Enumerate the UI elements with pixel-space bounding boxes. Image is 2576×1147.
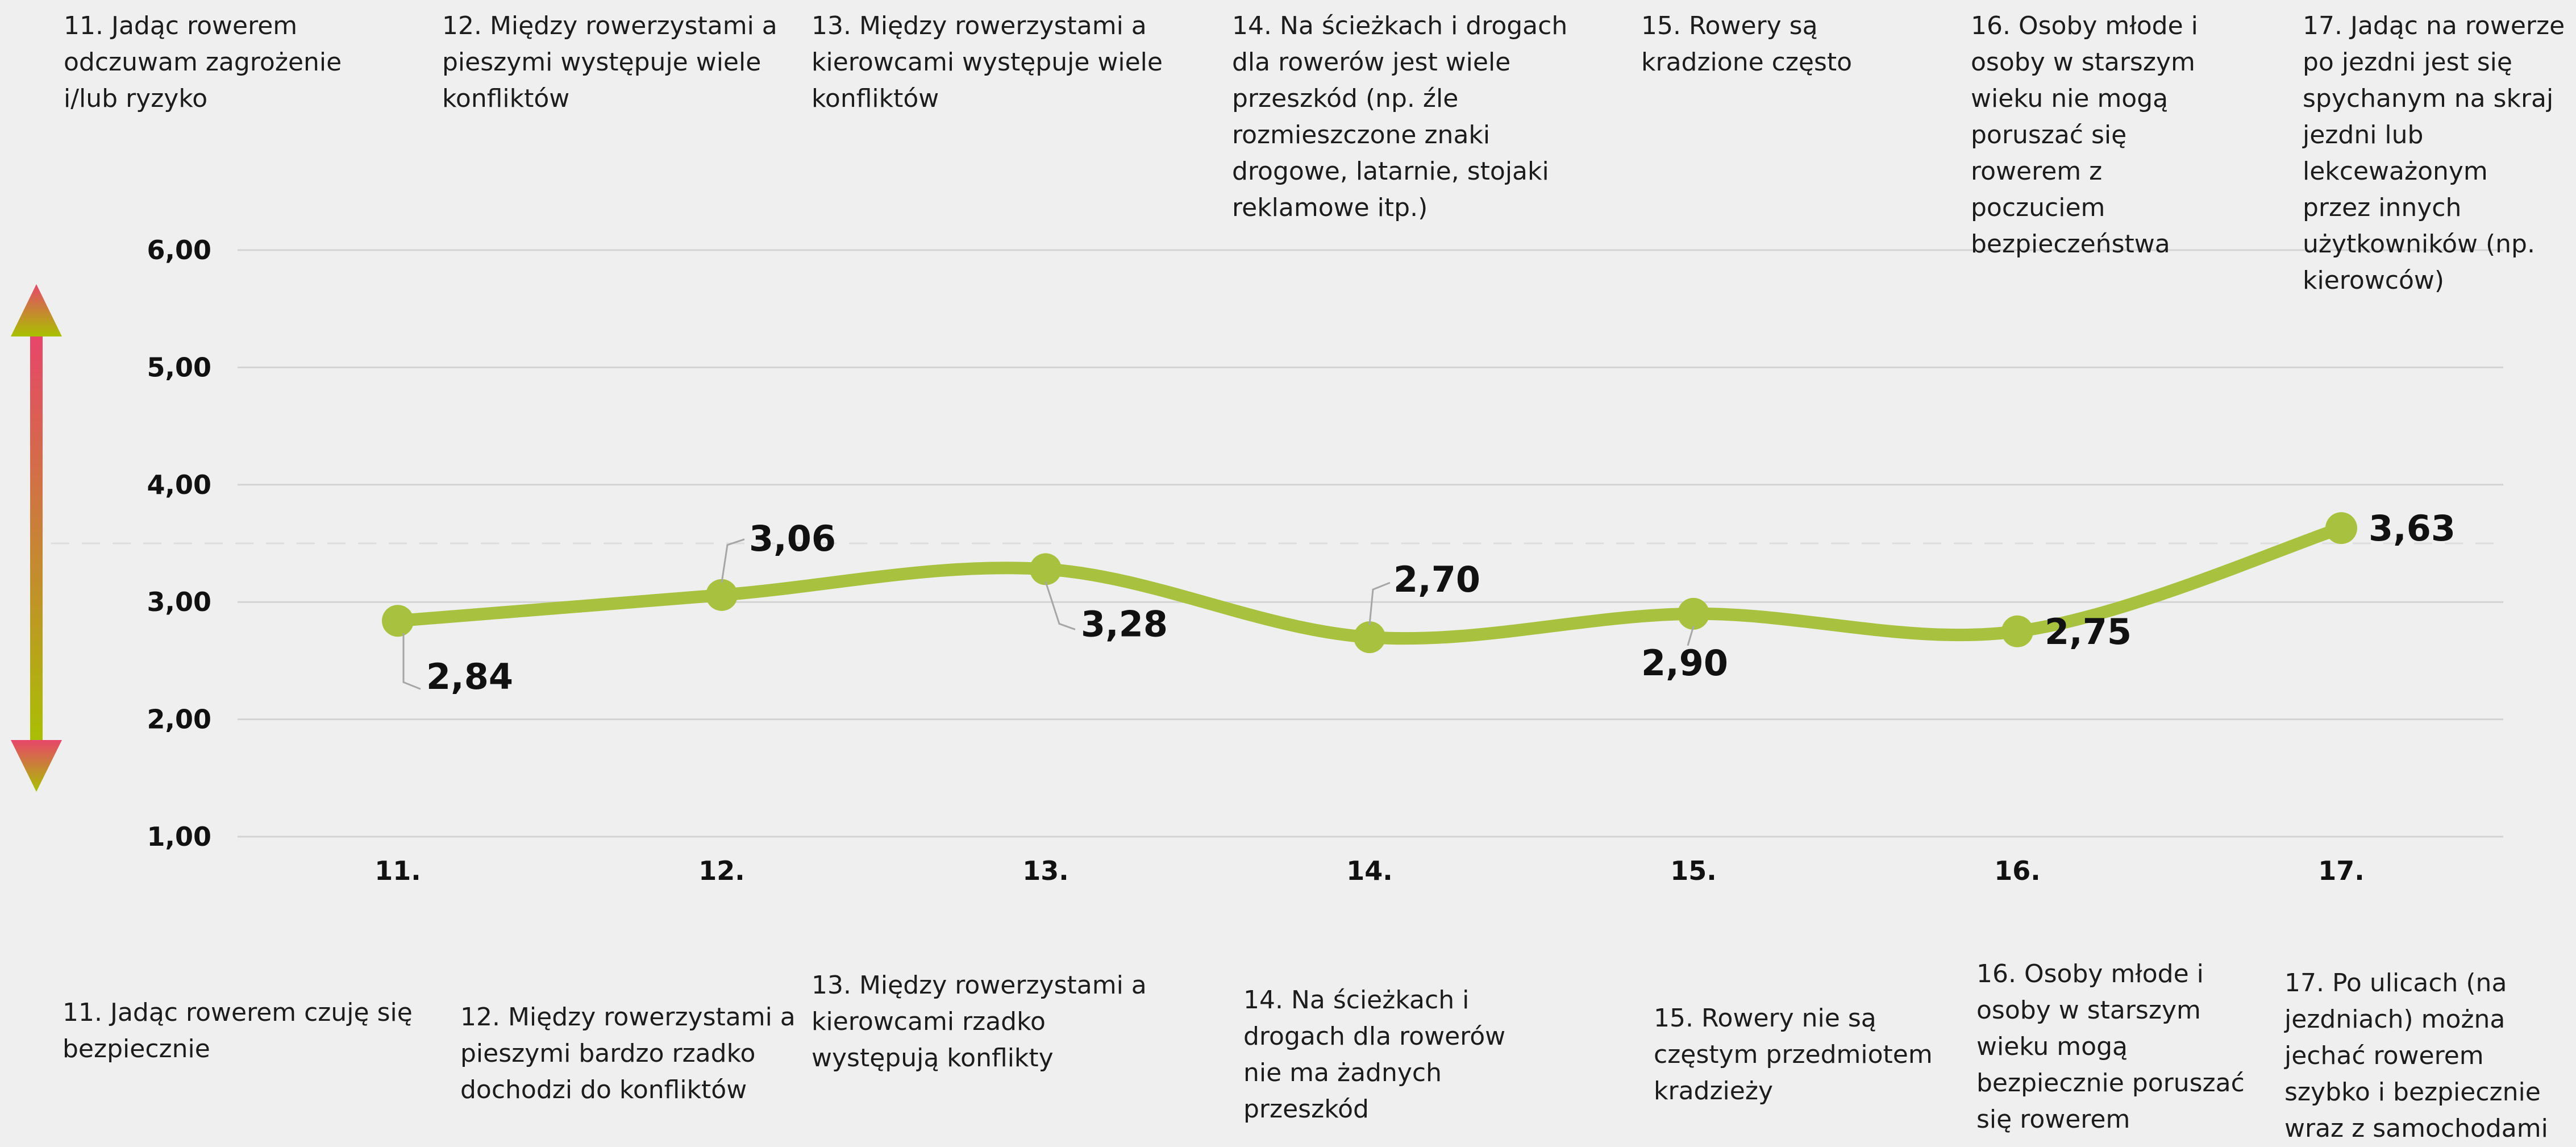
- y-tick-label: 5,00: [147, 352, 212, 383]
- data-point: [1030, 553, 1062, 585]
- label-leader-line: [1368, 581, 1391, 625]
- statement-bottom-11: 11. Jadąc rowerem czuję się bezpiecznie: [63, 998, 413, 1063]
- data-point: [1678, 597, 1709, 630]
- scale-arrow-head-down: [11, 740, 62, 792]
- statement-top-12: 12. Między rowerzystami a pieszymi wystę…: [442, 11, 777, 113]
- data-point: [382, 605, 414, 637]
- x-tick-label: 11.: [374, 855, 421, 886]
- x-tick-label: 16.: [1994, 855, 2041, 886]
- data-labels: 2,84 3,06 3,28 2,70 2,90 2,75 3,63: [402, 508, 2456, 697]
- statement-top-13: 13. Między rowerzystami a kierowcami wys…: [811, 11, 1163, 113]
- grid-lines: [51, 249, 2503, 838]
- y-tick-label: 1,00: [147, 821, 212, 852]
- label-leader-line: [721, 538, 745, 583]
- data-label: 3,28: [1081, 603, 1168, 645]
- statement-top-17: 17. Jadąc na rowerze po jezdni jest się …: [2303, 11, 2565, 295]
- statement-bottom-15: 15. Rowery nie są częstym przedmiotem kr…: [1654, 1004, 1933, 1106]
- label-leader-line: [402, 633, 421, 690]
- statement-top-15: 15. Rowery są kradzione często: [1641, 11, 1853, 77]
- statement-top-14: 14. Na ścieżkach i drogach dla rowerów j…: [1232, 11, 1568, 222]
- y-tick-label: 3,00: [147, 587, 212, 617]
- data-point: [2325, 512, 2357, 545]
- y-tick-label: 6,00: [147, 235, 212, 265]
- statement-bottom-12: 12. Między rowerzystami a pieszymi bardz…: [460, 1003, 796, 1104]
- x-tick-label: 13.: [1022, 855, 1069, 886]
- scale-arrow-head-up: [11, 284, 62, 336]
- data-label: 2,75: [2045, 611, 2132, 653]
- y-tick-label: 2,00: [147, 704, 212, 735]
- statement-bottom-14: 14. Na ścieżkach i drogach dla rowerów n…: [1243, 986, 1506, 1124]
- x-tick-label: 15.: [1670, 855, 1717, 886]
- x-axis: 11. 12. 13. 14. 15. 16. 17.: [374, 855, 2365, 886]
- statement-bottom-16: 16. Osoby młode i osoby w starszym wieku…: [1976, 959, 2245, 1134]
- scale-arrow: [11, 284, 62, 792]
- data-label: 2,84: [426, 656, 513, 697]
- data-label: 3,63: [2369, 508, 2456, 549]
- data-point: [1354, 621, 1385, 654]
- data-label: 3,06: [749, 518, 836, 559]
- statement-bottom-17: 17. Po ulicach (na jezdniach) można jech…: [2284, 969, 2548, 1143]
- x-tick-label: 12.: [698, 855, 745, 886]
- data-points: [382, 512, 2357, 654]
- label-leader-line: [1044, 581, 1076, 630]
- data-point: [706, 579, 738, 611]
- x-tick-label: 17.: [2318, 855, 2365, 886]
- data-label: 2,90: [1641, 642, 1728, 684]
- x-tick-label: 14.: [1346, 855, 1393, 886]
- statement-top-11: 11. Jadąc rowerem odczuwam zagrożenie i/…: [64, 11, 342, 113]
- statement-bottom-13: 13. Między rowerzystami a kierowcami rza…: [811, 971, 1147, 1073]
- data-label: 2,70: [1393, 559, 1480, 600]
- y-tick-label: 4,00: [147, 469, 212, 500]
- label-leader-line: [1687, 626, 1695, 646]
- statement-top-16: 16. Osoby młode i osoby w starszym wieku…: [1971, 11, 2198, 259]
- data-point: [2001, 615, 2033, 647]
- scale-arrow-shaft: [30, 335, 43, 750]
- y-axis: 1,00 2,00 3,00 4,00 5,00 6,00: [147, 235, 212, 852]
